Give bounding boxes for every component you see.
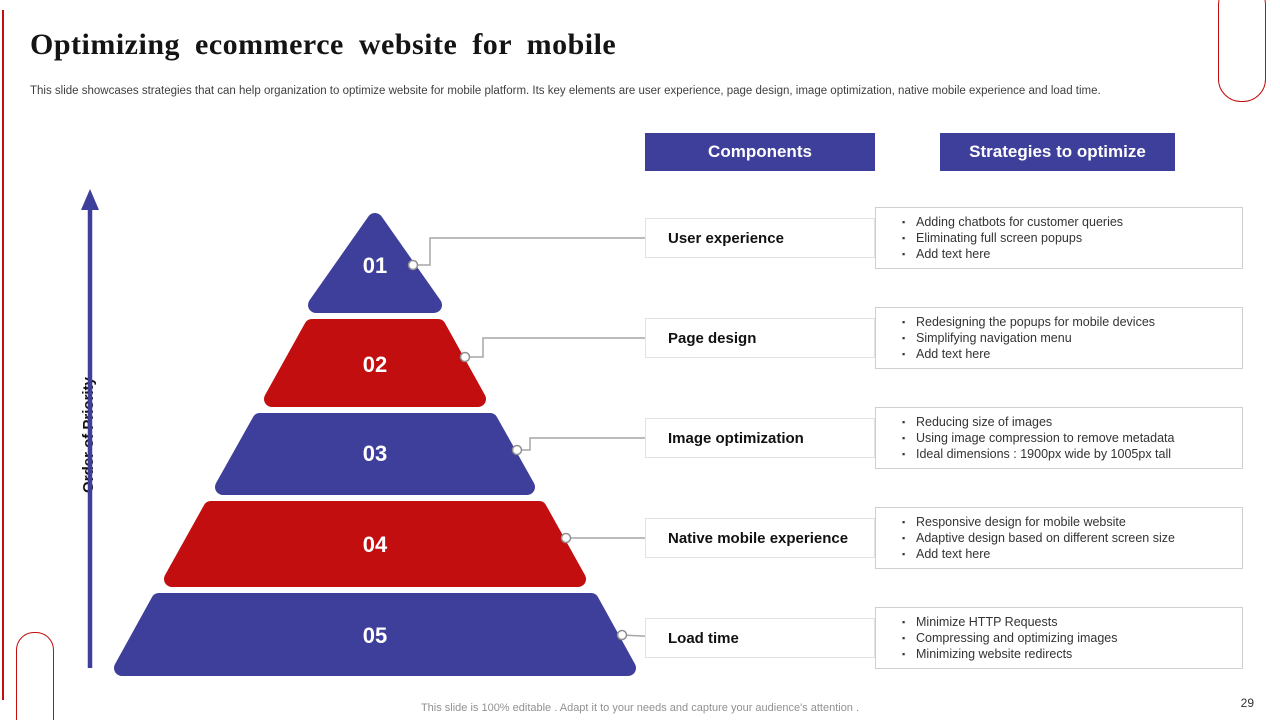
component-label-load-time: Load time bbox=[645, 618, 875, 658]
strategy-bullet: Eliminating full screen popups bbox=[902, 230, 1123, 246]
strategy-list: Adding chatbots for customer queries Eli… bbox=[876, 214, 1133, 262]
strategy-bullet: Redesigning the popups for mobile device… bbox=[902, 314, 1155, 330]
connector-level-03 bbox=[517, 437, 660, 451]
strategy-bullet: Add text here bbox=[902, 546, 1175, 562]
header-components: Components bbox=[645, 133, 875, 171]
connector-dot-02 bbox=[459, 351, 471, 363]
pyramid-level-05 bbox=[114, 593, 636, 676]
strategy-bullet: Reducing size of images bbox=[902, 414, 1174, 430]
strategy-bullet: Simplifying navigation menu bbox=[902, 330, 1155, 346]
strategy-bullet: Responsive design for mobile website bbox=[902, 514, 1175, 530]
component-label-image-optimization: Image optimization bbox=[645, 418, 875, 458]
pyramid-level-02 bbox=[264, 319, 486, 407]
strategy-box-load-time: Minimize HTTP Requests Compressing and o… bbox=[875, 607, 1243, 669]
strategy-bullet: Add text here bbox=[902, 346, 1155, 362]
strategy-bullet: Minimizing website redirects bbox=[902, 646, 1117, 662]
connector-dot-04 bbox=[560, 532, 572, 544]
strategy-bullet: Using image compression to remove metada… bbox=[902, 430, 1174, 446]
component-label-native-mobile-experience: Native mobile experience bbox=[645, 518, 875, 558]
strategy-bullet: Compressing and optimizing images bbox=[902, 630, 1117, 646]
strategy-list: Reducing size of images Using image comp… bbox=[876, 414, 1184, 462]
strategy-box-page-design: Redesigning the popups for mobile device… bbox=[875, 307, 1243, 369]
strategy-box-image-optimization: Reducing size of images Using image comp… bbox=[875, 407, 1243, 469]
strategy-list: Redesigning the popups for mobile device… bbox=[876, 314, 1165, 362]
top-right-decor-shape bbox=[1218, 0, 1266, 102]
strategy-bullet: Add text here bbox=[902, 246, 1123, 262]
bottom-left-decor-shape bbox=[16, 632, 54, 720]
strategy-bullet: Minimize HTTP Requests bbox=[902, 614, 1117, 630]
pyramid-level-03-number: 03 bbox=[363, 441, 387, 466]
pyramid-level-05-number: 05 bbox=[363, 623, 387, 648]
pyramid-level-01 bbox=[308, 213, 442, 313]
strategy-list: Responsive design for mobile website Ada… bbox=[876, 514, 1185, 562]
page-subtitle: This slide showcases strategies that can… bbox=[30, 85, 1101, 97]
left-edge-accent bbox=[2, 10, 4, 700]
connector-dot-03 bbox=[511, 444, 523, 456]
pyramid-level-02-number: 02 bbox=[363, 352, 387, 377]
page-title: Optimizing ecommerce website for mobile bbox=[30, 28, 617, 61]
component-label-user-experience: User experience bbox=[645, 218, 875, 258]
page-number: 29 bbox=[1240, 696, 1254, 710]
strategy-bullet: Ideal dimensions : 1900px wide by 1005px… bbox=[902, 446, 1174, 462]
strategy-bullet: Adding chatbots for customer queries bbox=[902, 214, 1123, 230]
connector-level-01 bbox=[413, 237, 660, 266]
strategy-box-native-mobile-experience: Responsive design for mobile website Ada… bbox=[875, 507, 1243, 569]
footer-note: This slide is 100% editable . Adapt it t… bbox=[420, 702, 860, 714]
connector-dot-01 bbox=[407, 259, 419, 271]
pyramid-level-01-number: 01 bbox=[363, 253, 387, 278]
pyramid-level-03 bbox=[215, 413, 535, 495]
component-label-page-design: Page design bbox=[645, 318, 875, 358]
pyramid-level-04-number: 04 bbox=[363, 532, 388, 557]
strategy-bullet: Adaptive design based on different scree… bbox=[902, 530, 1175, 546]
header-strategies: Strategies to optimize bbox=[940, 133, 1175, 171]
connector-level-02 bbox=[465, 337, 660, 358]
strategy-box-user-experience: Adding chatbots for customer queries Eli… bbox=[875, 207, 1243, 269]
connector-dot-05 bbox=[616, 629, 628, 641]
priority-arrow-head bbox=[81, 189, 99, 210]
strategy-list: Minimize HTTP Requests Compressing and o… bbox=[876, 614, 1127, 662]
pyramid-level-04 bbox=[164, 501, 586, 587]
pyramid-diagram: 01 02 03 04 05 bbox=[81, 189, 661, 676]
